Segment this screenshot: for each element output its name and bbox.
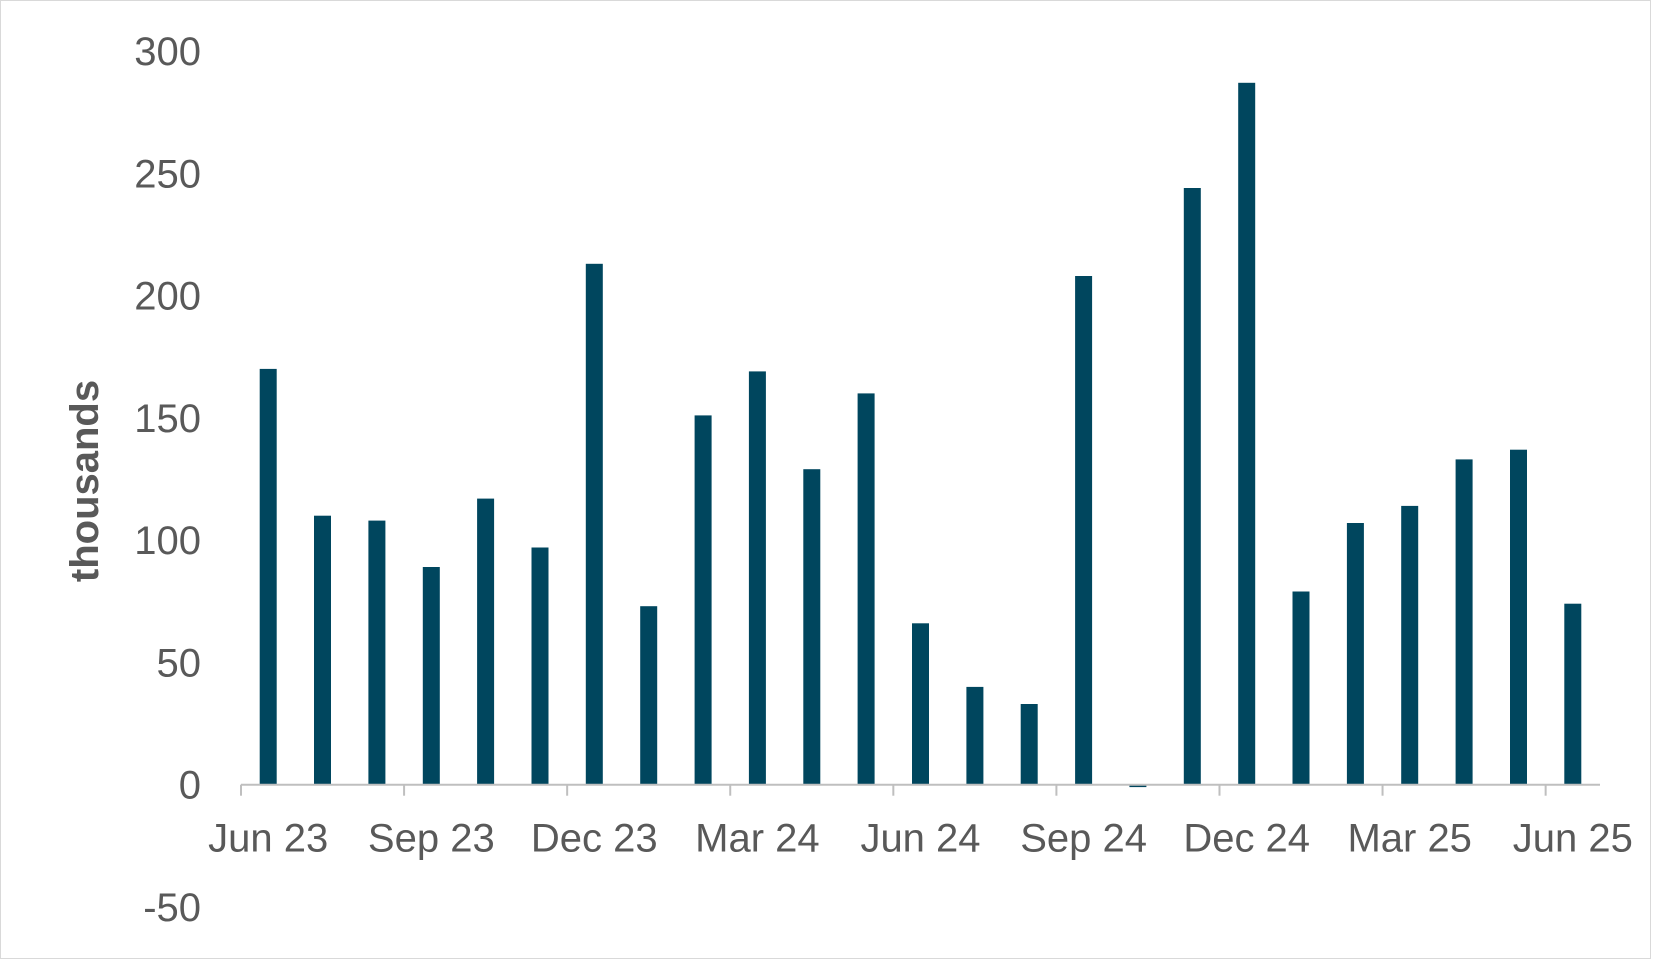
bar-jun-24 bbox=[912, 623, 929, 785]
x-tick-label: Jun 23 bbox=[208, 817, 328, 861]
bar-oct-23 bbox=[477, 498, 495, 785]
y-axis-title: thousands bbox=[63, 380, 107, 582]
x-tick-label: Dec 23 bbox=[531, 817, 658, 861]
y-tick-label: 150 bbox=[134, 397, 201, 441]
bar-oct-24 bbox=[1129, 784, 1147, 788]
bar-may-24 bbox=[857, 393, 875, 785]
x-axis bbox=[240, 783, 1600, 796]
x-tick-label: Sep 23 bbox=[368, 817, 495, 861]
bar-jan-25 bbox=[1292, 591, 1310, 785]
y-tick-label: -50 bbox=[143, 886, 201, 930]
bar-apr-25 bbox=[1455, 459, 1473, 785]
x-tick-label: Dec 24 bbox=[1183, 817, 1310, 861]
bar-mar-24 bbox=[748, 371, 766, 785]
y-tick-label: 0 bbox=[179, 764, 201, 808]
bar-dec-24 bbox=[1238, 82, 1256, 785]
bar-may-25 bbox=[1510, 449, 1527, 785]
x-axis-labels: Jun 23 Sep 23 Dec 23 Mar 24 Jun 24 Sep 24 Dec … bbox=[208, 817, 1633, 861]
bar-jul-23 bbox=[314, 515, 331, 785]
bar-mar-25 bbox=[1401, 505, 1419, 785]
bar-apr-24 bbox=[803, 469, 821, 785]
x-tick-label: Mar 24 bbox=[695, 817, 820, 861]
bar-jun-23 bbox=[259, 368, 277, 785]
y-tick-label: 50 bbox=[157, 641, 202, 685]
x-tick-label: Mar 25 bbox=[1347, 817, 1472, 861]
bar-feb-24 bbox=[694, 415, 712, 785]
bar-jan-24 bbox=[640, 606, 658, 785]
y-tick-label: 100 bbox=[134, 519, 201, 563]
bar-nov-24 bbox=[1183, 188, 1201, 785]
bar-sep-24 bbox=[1075, 276, 1093, 785]
bar-sep-23 bbox=[422, 567, 440, 785]
y-tick-label: 200 bbox=[134, 275, 201, 319]
x-tick-label: Sep 24 bbox=[1020, 817, 1147, 861]
x-tick-label: Jun 24 bbox=[860, 817, 980, 861]
bar-dec-23 bbox=[585, 263, 603, 785]
bar-feb-25 bbox=[1346, 523, 1364, 785]
bar-jul-24 bbox=[966, 686, 984, 785]
y-axis-labels: -50 0 50 100 150 200 250 300 bbox=[134, 30, 201, 930]
bar-jun-25 bbox=[1564, 603, 1582, 785]
bar-nov-23 bbox=[531, 547, 549, 785]
bar-aug-24 bbox=[1020, 704, 1038, 785]
x-tick-label: Jun 25 bbox=[1513, 817, 1633, 861]
bars-layer bbox=[259, 82, 1582, 788]
y-tick-label: 300 bbox=[134, 30, 201, 74]
bar-aug-23 bbox=[368, 520, 386, 785]
y-tick-label: 250 bbox=[134, 152, 201, 196]
